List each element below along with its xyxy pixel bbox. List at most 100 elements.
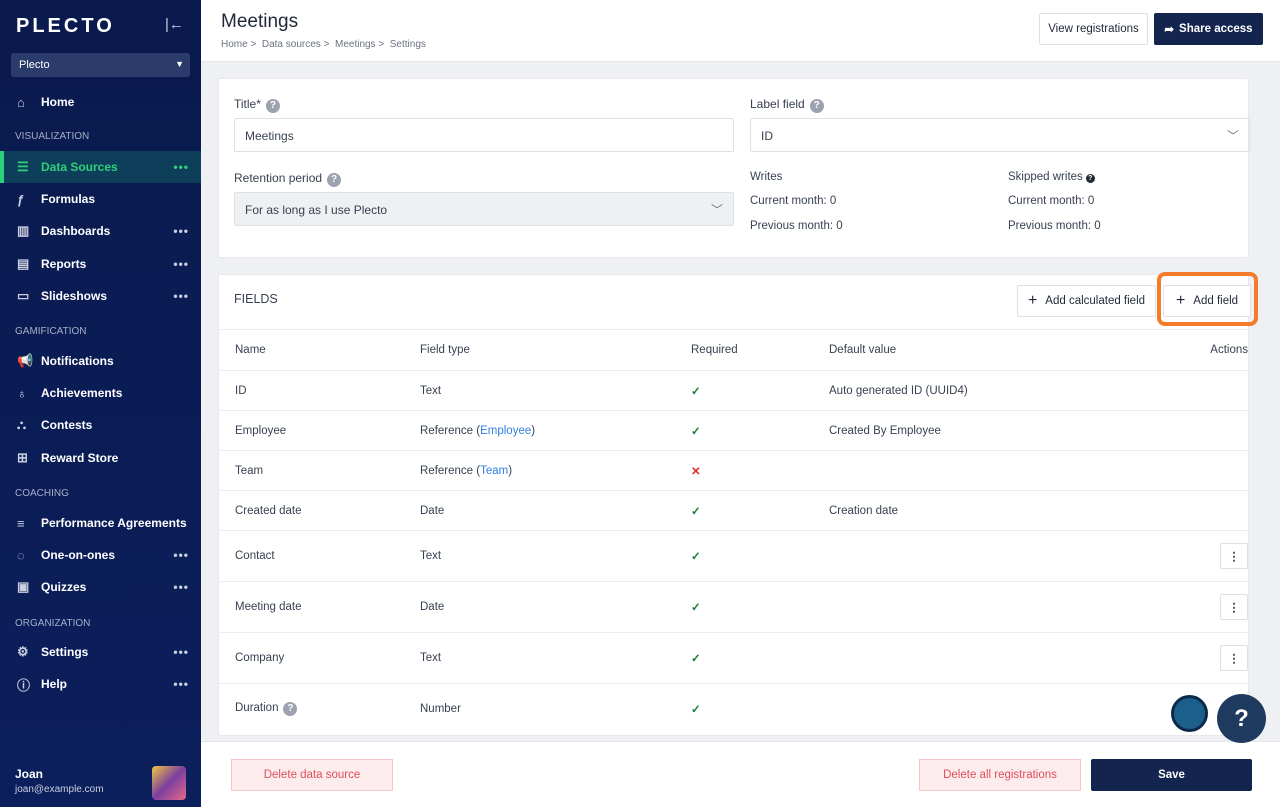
actions-cell <box>1128 370 1248 411</box>
more-icon[interactable]: ••• <box>173 160 189 174</box>
sidebar-item-label: Contests <box>41 418 93 432</box>
sidebar-item-help[interactable]: ⓘ Help ••• <box>0 668 201 700</box>
sidebar-item-label: Reward Store <box>41 451 119 465</box>
sidebar-item-one-on-ones[interactable]: ◌ One-on-ones ••• <box>0 539 201 571</box>
sidebar-item-notifications[interactable]: 📢 Notifications <box>0 345 201 377</box>
more-icon[interactable]: ••• <box>173 548 189 562</box>
organization-select[interactable]: Plecto ▼ <box>11 53 190 77</box>
help-button[interactable]: ? <box>1217 694 1266 743</box>
quiz-icon: ▣ <box>17 579 30 594</box>
help-icon[interactable]: ? <box>809 99 824 113</box>
label-field-select[interactable]: ID ﹀ <box>750 118 1250 152</box>
field-name: Company <box>219 632 404 684</box>
skipped-current: Current month: 0 <box>1008 195 1095 207</box>
table-row: Contact Text ✓ ⋮ <box>219 530 1248 582</box>
avatar[interactable] <box>152 766 186 800</box>
user-info[interactable]: Joan joan@example.com <box>15 767 104 795</box>
title-input[interactable]: Meetings <box>234 118 734 152</box>
database-icon: ☰ <box>17 159 29 174</box>
sidebar-item-label: Dashboards <box>41 224 111 238</box>
table-row: Duration? Number ✓ <box>219 683 1248 735</box>
sidebar-item-dashboards[interactable]: ▥ Dashboards ••• <box>0 215 201 247</box>
assistant-bot-icon[interactable] <box>1171 695 1208 732</box>
sidebar-item-achievements[interactable]: ♁ Achievements <box>0 377 201 409</box>
default-value <box>813 530 1128 582</box>
add-calculated-field-button[interactable]: + Add calculated field <box>1017 285 1156 317</box>
writes-label: Writes <box>750 171 783 183</box>
field-type: Reference (Employee) <box>404 410 675 451</box>
reference-link[interactable]: Team <box>480 464 509 477</box>
field-type: Date <box>404 581 675 633</box>
title-label: Title*? <box>234 97 280 113</box>
fields-table: Name Field type Required Default value A… <box>219 329 1248 735</box>
breadcrumb-home[interactable]: Home <box>221 39 248 50</box>
actions-cell: ⋮ <box>1128 530 1248 582</box>
field-name: Employee <box>219 410 404 451</box>
sidebar: PLECTO |← Plecto ▼ ⌂ Home ☰ Data Sources ••• ƒ… <box>0 0 201 807</box>
help-icon[interactable]: ? <box>283 702 298 717</box>
col-field-type: Field type <box>404 329 675 371</box>
sidebar-item-label: Home <box>41 95 75 109</box>
collapse-sidebar-icon[interactable]: |← <box>165 16 184 33</box>
kebab-menu-icon[interactable]: ⋮ <box>1220 543 1248 569</box>
skipped-writes-label: Skipped writes? <box>1008 171 1095 183</box>
field-type: Text <box>404 530 675 582</box>
more-icon[interactable]: ••• <box>173 257 189 271</box>
more-icon[interactable]: ••• <box>173 580 189 594</box>
chat-icon: ◌ <box>17 547 25 563</box>
plus-icon: + <box>1175 292 1186 309</box>
sidebar-item-label: Achievements <box>41 386 123 400</box>
gear-icon: ⚙ <box>17 644 29 659</box>
sidebar-item-label: Settings <box>41 645 89 659</box>
sidebar-item-formulas[interactable]: ƒ Formulas <box>0 183 201 215</box>
required-check-icon: ✓ <box>675 683 813 735</box>
default-value <box>813 581 1128 633</box>
org-name: Plecto <box>19 59 50 71</box>
kebab-menu-icon[interactable]: ⋮ <box>1220 645 1248 671</box>
help-icon[interactable]: ? <box>327 173 342 187</box>
share-access-button[interactable]: ➦ Share access <box>1154 13 1263 45</box>
save-button[interactable]: Save <box>1091 759 1252 791</box>
view-registrations-button[interactable]: View registrations <box>1039 13 1148 45</box>
add-calculated-label: Add calculated field <box>1045 295 1146 307</box>
megaphone-icon: 📢 <box>17 353 34 368</box>
chart-icon: ▥ <box>17 223 30 238</box>
page-title: Meetings <box>221 11 299 32</box>
sidebar-item-reward-store[interactable]: ⊞ Reward Store <box>0 442 201 474</box>
breadcrumb-data-sources[interactable]: Data sources <box>261 39 321 50</box>
more-icon[interactable]: ••• <box>173 289 189 303</box>
field-name: Duration? <box>219 683 404 735</box>
actions-cell: ⋮ <box>1128 632 1248 684</box>
add-field-button[interactable]: + Add field <box>1163 285 1251 317</box>
chevron-down-icon: ﹀ <box>710 203 723 217</box>
table-row: Team Reference (Team) ✕ <box>219 450 1248 491</box>
settings-card: Title*? Meetings Label field? ID ﹀ Retent… <box>218 78 1250 258</box>
delete-all-registrations-button[interactable]: Delete all registrations <box>919 759 1081 791</box>
default-value: Auto generated ID (UUID4) <box>813 370 1128 411</box>
retention-select[interactable]: For as long as I use Plecto ﹀ <box>234 192 734 226</box>
required-check-icon: ✓ <box>675 370 813 411</box>
plecto-logo: PLECTO <box>16 15 115 37</box>
label-field-value: ID <box>761 129 773 143</box>
sidebar-item-contests[interactable]: ⛬ Contests <box>0 409 201 441</box>
delete-data-source-button[interactable]: Delete data source <box>231 759 393 791</box>
sidebar-item-data-sources[interactable]: ☰ Data Sources ••• <box>0 151 201 183</box>
more-icon[interactable]: ••• <box>173 677 189 691</box>
sidebar-item-home[interactable]: ⌂ Home <box>0 86 201 118</box>
more-icon[interactable]: ••• <box>173 224 189 238</box>
reference-link[interactable]: Employee <box>480 424 532 437</box>
kebab-menu-icon[interactable]: ⋮ <box>1220 594 1248 620</box>
agreement-icon: ≡ <box>17 515 25 531</box>
table-row: Company Text ✓ ⋮ <box>219 632 1248 684</box>
sidebar-item-reports[interactable]: ▤ Reports ••• <box>0 248 201 280</box>
more-icon[interactable]: ••• <box>173 645 189 659</box>
sidebar-item-settings[interactable]: ⚙ Settings ••• <box>0 636 201 668</box>
help-icon: ⓘ <box>17 677 31 693</box>
help-icon[interactable]: ? <box>265 99 280 113</box>
default-value <box>813 683 1128 735</box>
sidebar-item-slideshows[interactable]: ▭ Slideshows ••• <box>0 280 201 312</box>
info-icon[interactable]: ? <box>1085 174 1095 183</box>
sidebar-item-quizzes[interactable]: ▣ Quizzes ••• <box>0 571 201 603</box>
sidebar-item-performance-agreements[interactable]: ≡ Performance Agreements <box>0 507 201 539</box>
breadcrumb-meetings[interactable]: Meetings <box>334 39 376 50</box>
